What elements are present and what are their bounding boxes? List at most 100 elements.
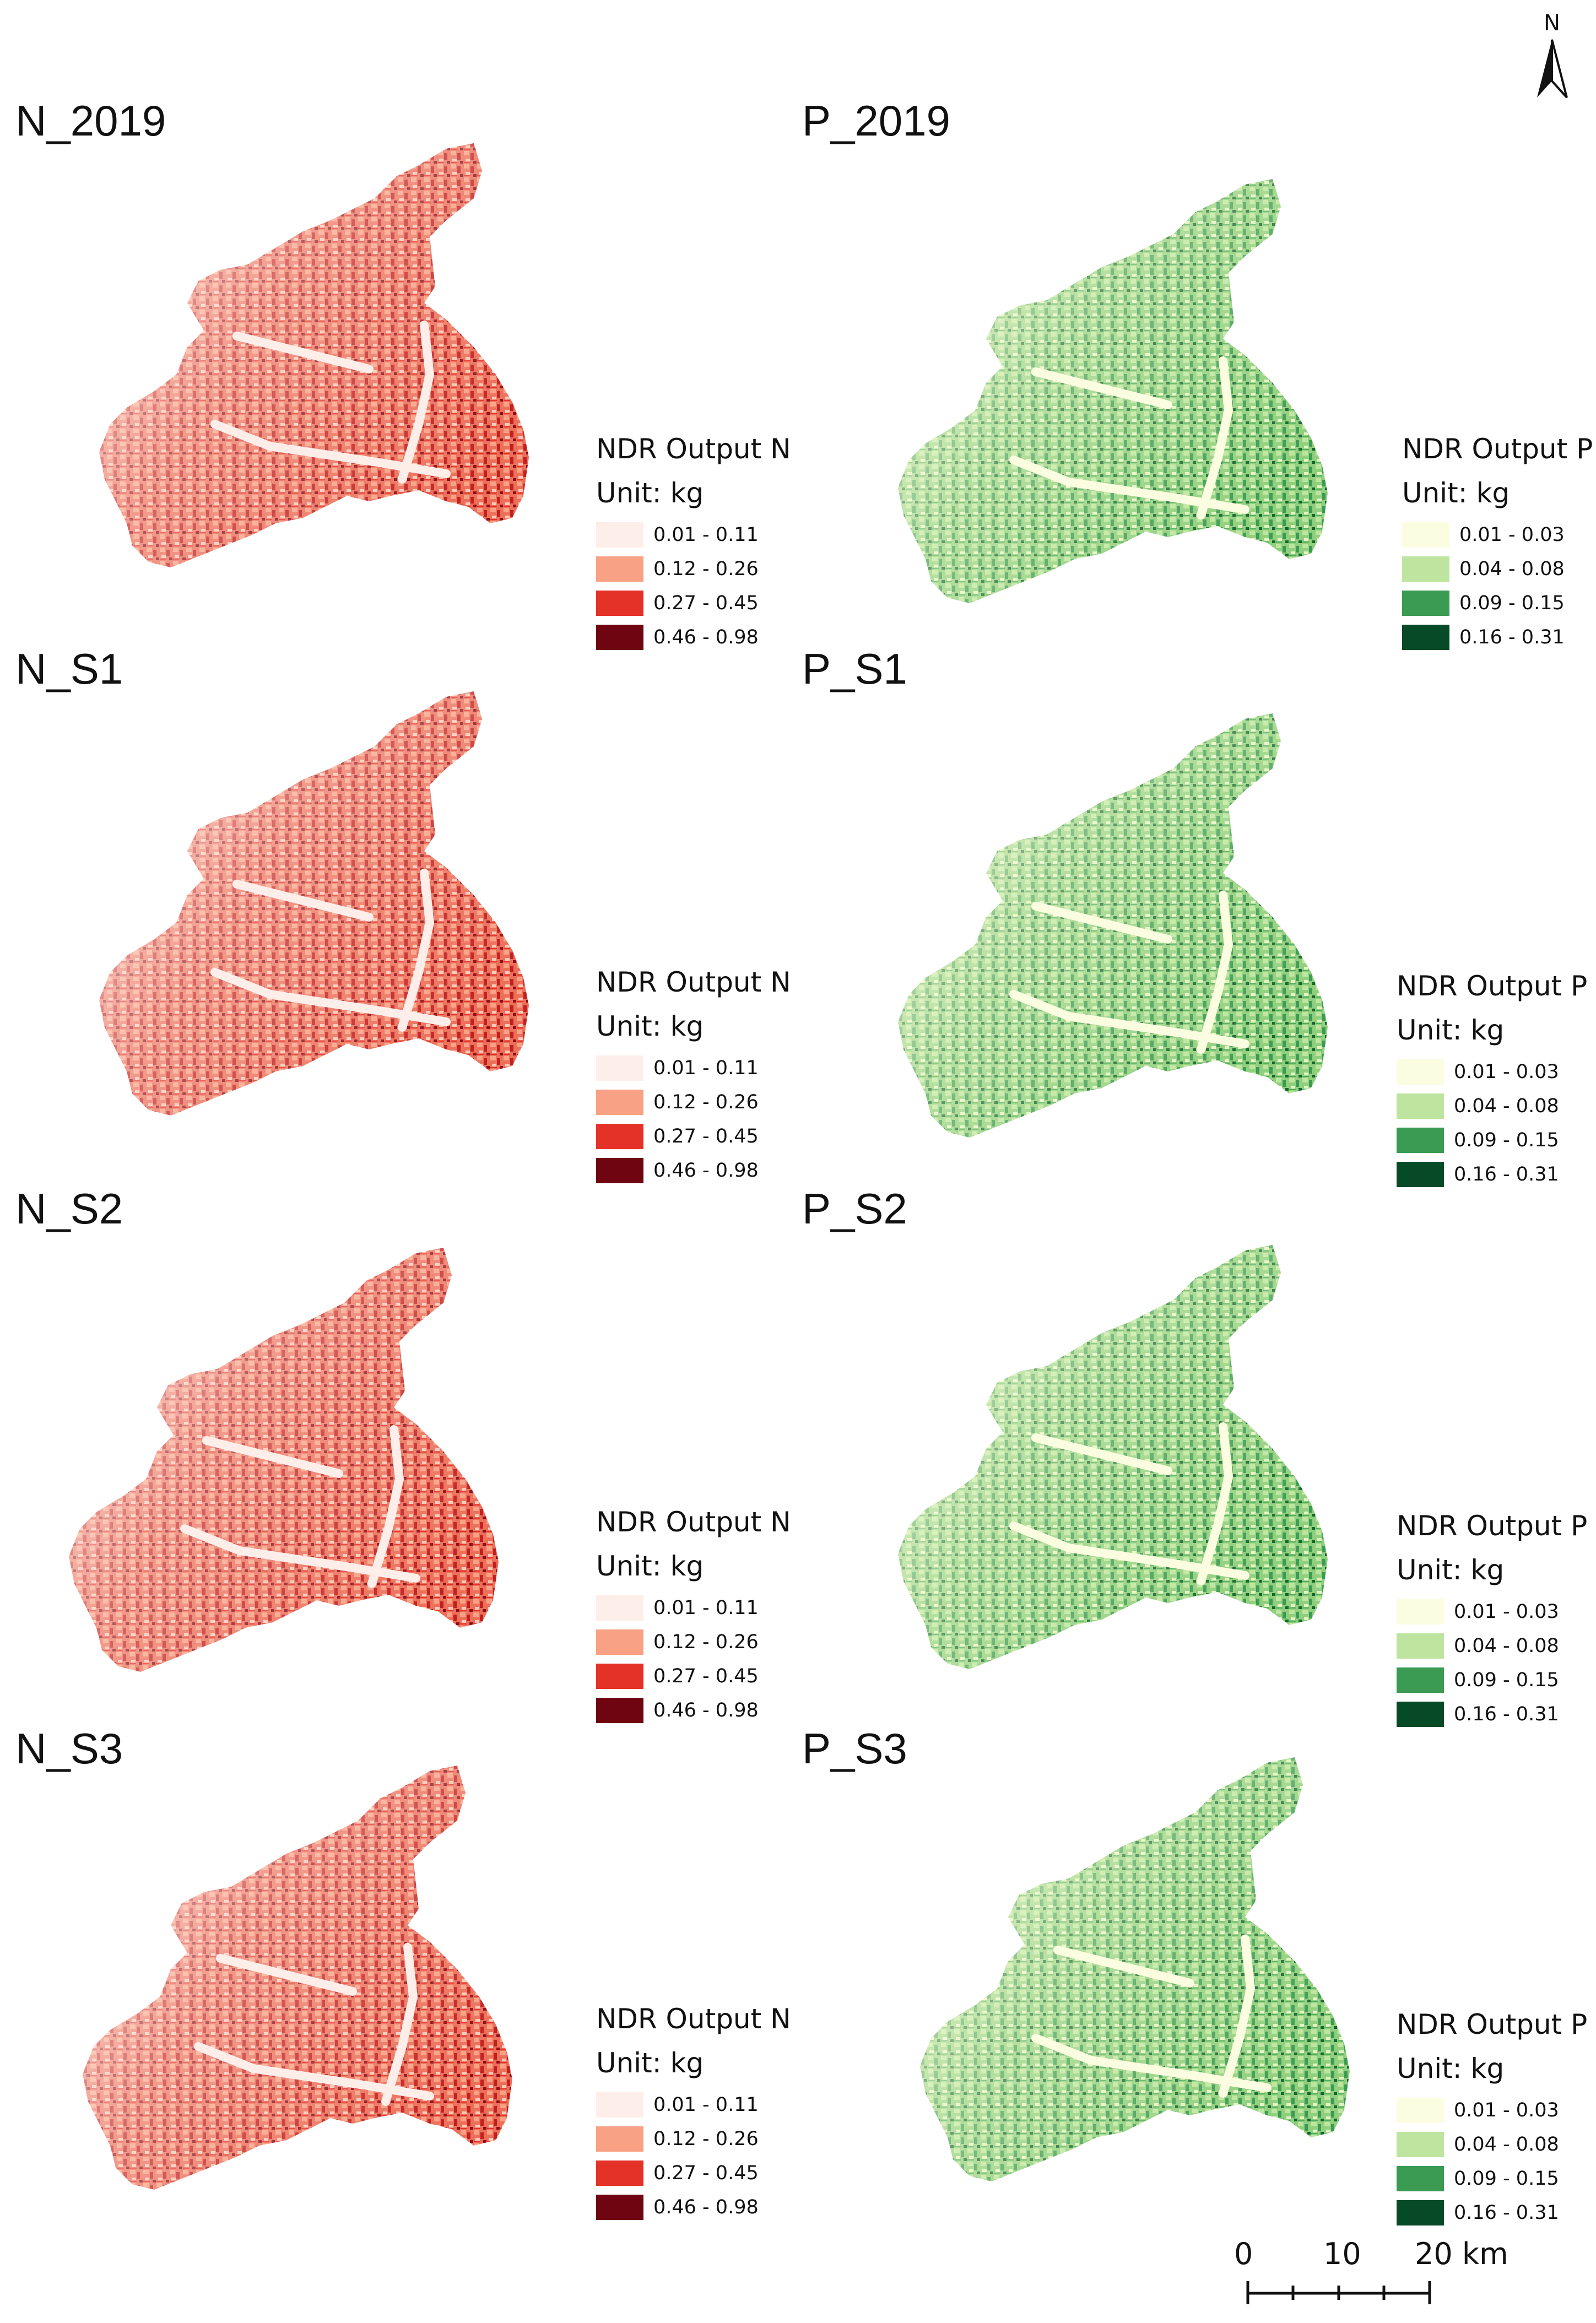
legend-item: 0.12 - 0.26 — [596, 552, 791, 586]
legend-swatch — [1397, 1599, 1444, 1625]
map-n-region — [99, 691, 529, 1116]
legend-label: 0.04 - 0.08 — [1454, 1095, 1559, 1117]
scale-label-20: 20 km — [1415, 2237, 1508, 2271]
legend-swatch — [1397, 1702, 1444, 1727]
legend-swatch — [596, 1055, 643, 1081]
legend-title: NDR Output P — [1402, 433, 1593, 465]
legend-label: 0.01 - 0.11 — [653, 2094, 759, 2116]
legend-label: 0.01 - 0.03 — [1454, 1601, 1559, 1623]
legend-unit: Unit: kg — [1397, 1554, 1505, 1586]
legend-label: 0.01 - 0.11 — [653, 1597, 759, 1619]
river-corridor — [1031, 367, 1172, 409]
legend-swatch — [1402, 591, 1449, 616]
legend-swatch — [1402, 625, 1449, 650]
legend-swatch — [1397, 2098, 1444, 2123]
legend: NDR Output P Unit: kg 0.01 - 0.03 0.04 - 0.… — [1397, 972, 1587, 1192]
scale-bar: 0 10 20 km — [1234, 2237, 1508, 2316]
legend-swatch — [1397, 1633, 1444, 1659]
legend: NDR Output P Unit: kg 0.01 - 0.03 0.04 - 0.… — [1397, 2011, 1587, 2230]
legend-label: 0.09 - 0.15 — [1459, 592, 1565, 614]
legend-label: 0.16 - 0.31 — [1459, 626, 1565, 648]
legend-label: 0.12 - 0.26 — [653, 1631, 759, 1653]
legend-item: 0.01 - 0.03 — [1397, 1055, 1587, 1089]
legend-label: 0.12 - 0.26 — [653, 558, 759, 580]
legend-label: 0.04 - 0.08 — [1454, 2134, 1559, 2156]
legend-swatch — [596, 2092, 643, 2118]
legend-item: 0.46 - 0.98 — [596, 2190, 791, 2224]
legend-label: 0.16 - 0.31 — [1454, 2202, 1559, 2224]
legend-item: 0.01 - 0.11 — [596, 2088, 791, 2122]
legend-item: 0.01 - 0.11 — [596, 1591, 791, 1625]
legend-label: 0.27 - 0.45 — [653, 1125, 759, 1147]
panel-title: N_2019 — [15, 96, 166, 145]
legend-unit: Unit: kg — [596, 477, 704, 509]
legend-label: 0.46 - 0.98 — [653, 626, 759, 648]
panel-title: P_2019 — [802, 96, 950, 145]
legend-swatch — [596, 1124, 643, 1149]
legend-item: 0.16 - 0.31 — [1402, 620, 1593, 654]
river-corridor — [1031, 1433, 1172, 1475]
legend-label: 0.27 - 0.45 — [653, 1665, 759, 1687]
legend-item: 0.16 - 0.31 — [1397, 1157, 1587, 1192]
legend: NDR Output N Unit: kg 0.01 - 0.11 0.12 - 0.… — [596, 968, 791, 1188]
legend-title: NDR Output P — [1397, 1510, 1588, 1542]
legend-label: 0.01 - 0.11 — [653, 1057, 759, 1079]
legend-item: 0.16 - 0.31 — [1397, 2196, 1587, 2230]
river-corridor — [232, 880, 374, 922]
legend-label: 0.09 - 0.15 — [1454, 2168, 1559, 2190]
legend-label: 0.09 - 0.15 — [1454, 1669, 1559, 1691]
legend-item: 0.09 - 0.15 — [1397, 1123, 1587, 1157]
river-corridor — [367, 1425, 404, 1588]
legend-unit: Unit: kg — [596, 2047, 704, 2079]
legend-item: 0.46 - 0.98 — [596, 620, 791, 654]
legend-title: NDR Output N — [596, 966, 791, 998]
legend-item: 0.01 - 0.11 — [596, 518, 791, 552]
legend-swatch — [596, 2160, 643, 2186]
legend-label: 0.16 - 0.31 — [1454, 1703, 1559, 1725]
legend-item: 0.01 - 0.03 — [1397, 1595, 1587, 1629]
legend-swatch — [1397, 1128, 1444, 1153]
legend: NDR Output N Unit: kg 0.01 - 0.11 0.12 - 0.… — [596, 435, 791, 654]
legend-label: 0.27 - 0.45 — [653, 2162, 759, 2184]
north-arrow: N — [1527, 12, 1577, 100]
map-p-region — [898, 179, 1328, 603]
legend-label: 0.46 - 0.98 — [653, 1699, 759, 1721]
river-corridor — [1031, 902, 1172, 944]
scale-label-0: 0 — [1234, 2237, 1253, 2271]
map-p-region — [898, 713, 1328, 1138]
river-corridor — [1053, 1946, 1194, 1988]
legend-item: 0.01 - 0.03 — [1397, 2093, 1587, 2127]
legend-swatch — [596, 591, 643, 616]
river-corridor — [202, 1436, 343, 1478]
map-p-region — [920, 1757, 1350, 2181]
river-corridor — [216, 1954, 357, 1996]
legend-swatch — [596, 1629, 643, 1655]
legend-item: 0.01 - 0.03 — [1402, 518, 1593, 552]
legend-item: 0.16 - 0.31 — [1397, 1697, 1587, 1731]
legend-swatch — [596, 1090, 643, 1115]
legend-item: 0.04 - 0.08 — [1402, 552, 1593, 586]
legend-item: 0.12 - 0.26 — [596, 1625, 791, 1659]
map-n-region — [69, 1248, 499, 1672]
legend-swatch — [596, 1664, 643, 1689]
legend-item: 0.46 - 0.98 — [596, 1693, 791, 1728]
legend-label: 0.01 - 0.11 — [653, 524, 759, 546]
legend-label: 0.46 - 0.98 — [653, 1160, 759, 1182]
map-n-region — [83, 1766, 512, 2190]
legend-item: 0.12 - 0.26 — [596, 2122, 791, 2156]
legend-swatch — [596, 2126, 643, 2152]
legend-label: 0.46 - 0.98 — [653, 2196, 759, 2218]
scale-label-10: 10 — [1323, 2237, 1361, 2271]
legend-title: NDR Output P — [1397, 2008, 1588, 2040]
legend: NDR Output P Unit: kg 0.01 - 0.03 0.04 - 0.… — [1402, 435, 1593, 654]
legend-label: 0.16 - 0.31 — [1454, 1163, 1559, 1185]
legend-label: 0.04 - 0.08 — [1459, 558, 1565, 580]
legend-swatch — [1397, 2166, 1444, 2191]
river-corridor — [398, 321, 435, 484]
scale-bar-ruler — [1246, 2281, 1431, 2304]
map-p-region — [898, 1245, 1328, 1669]
panel-title: P_S2 — [802, 1184, 907, 1233]
north-arrow-icon — [1537, 39, 1568, 99]
legend-label: 0.12 - 0.26 — [653, 1091, 759, 1113]
legend-item: 0.27 - 0.45 — [596, 1119, 791, 1154]
